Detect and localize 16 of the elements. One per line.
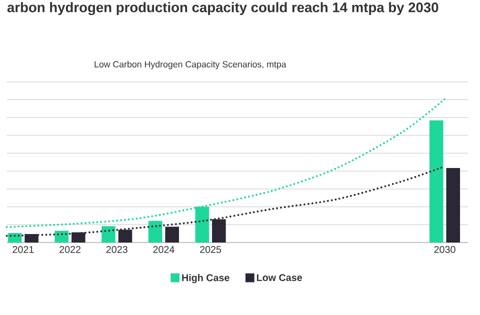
legend-label: Low Case bbox=[256, 274, 302, 281]
x-tick-label: 2022 bbox=[60, 246, 80, 253]
chart-subtitle: Low Carbon Hydrogen Capacity Scenarios, mtpa bbox=[94, 60, 286, 69]
x-tick-label: 2023 bbox=[106, 246, 128, 253]
bar bbox=[8, 232, 22, 242]
legend-label: High Case bbox=[182, 274, 230, 283]
bar bbox=[148, 220, 162, 242]
x-tick-label: 2021 bbox=[12, 246, 34, 253]
bar bbox=[429, 120, 444, 242]
x-tick-label: 2025 bbox=[200, 246, 222, 253]
chart-title: arbon hydrogen production capacity could reach 14 mtpa by 2030 bbox=[7, 2, 438, 15]
bar bbox=[54, 230, 69, 242]
x-tick-label: 2024 bbox=[153, 246, 174, 253]
bar bbox=[102, 226, 116, 242]
x-tick-label: 2030 bbox=[434, 246, 456, 253]
bar bbox=[446, 168, 460, 242]
